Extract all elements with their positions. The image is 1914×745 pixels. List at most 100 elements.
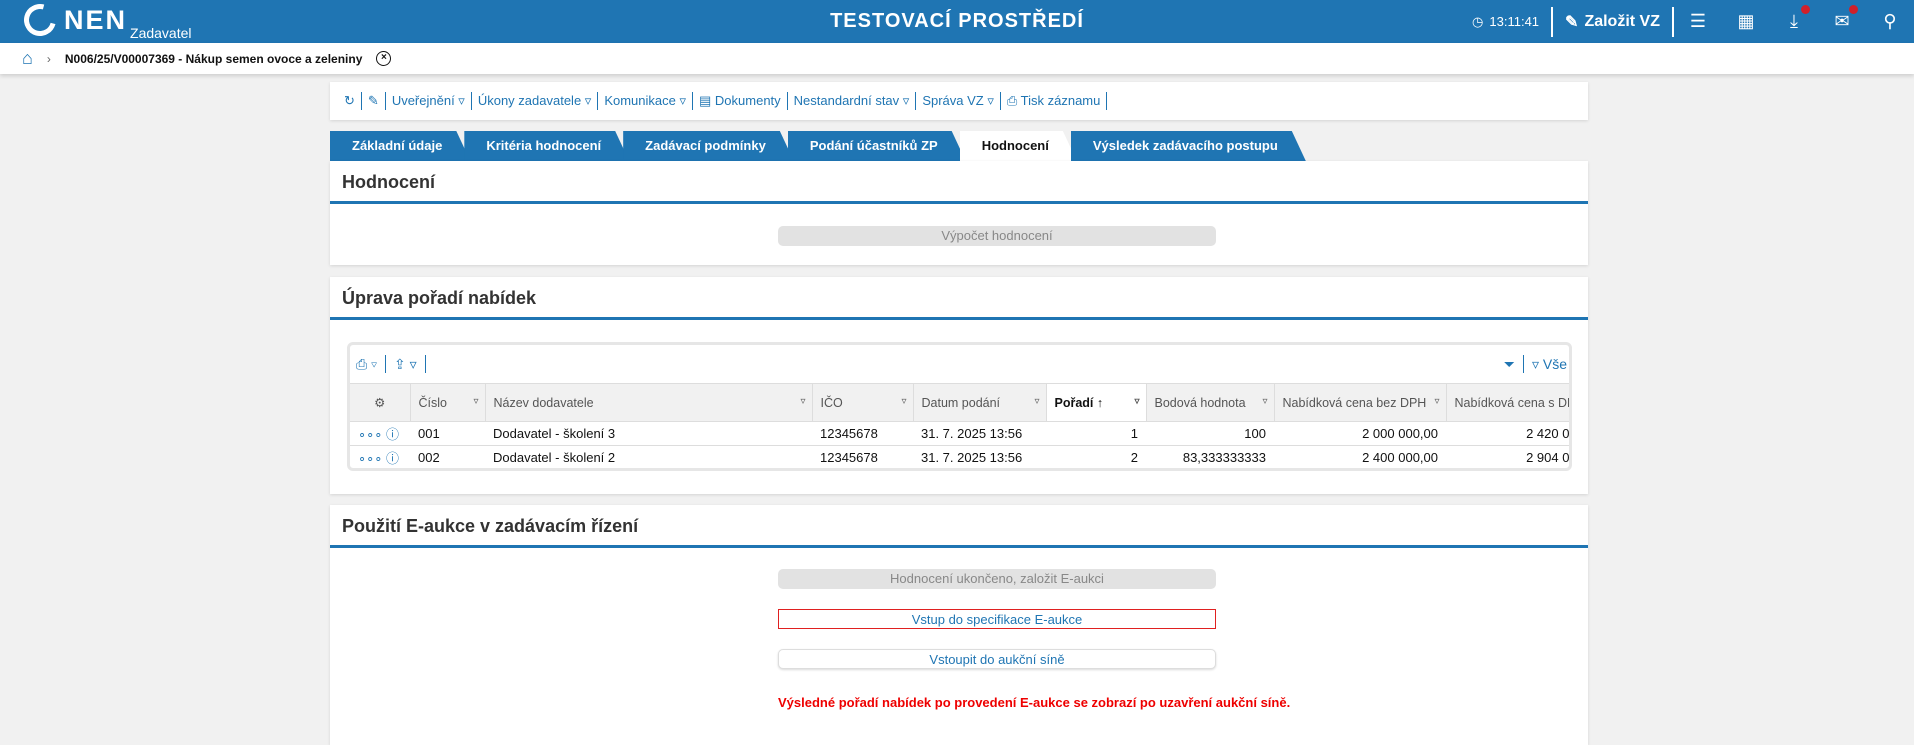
- top-header: NEN Zadavatel TESTOVACÍ PROSTŘEDÍ ◷ 13:11…: [0, 0, 1914, 43]
- filter-all-dropdown[interactable]: ▿ Vše: [1531, 355, 1567, 372]
- table-row[interactable]: ∘∘∘ ⓘ 002 Dodavatel - školení 2 12345678…: [350, 445, 1569, 468]
- info-icon[interactable]: ⓘ: [386, 427, 400, 442]
- export-icon[interactable]: ⇪ ▿: [393, 355, 417, 372]
- action-toolbar: ↻ ✎ Uveřejnění ▿ Úkony zadavatele ▿ Komu…: [330, 82, 1588, 120]
- section-title: Hodnocení: [330, 161, 1588, 204]
- column-settings-icon[interactable]: ⚙: [350, 383, 411, 422]
- eauction-section: Použití E-aukce v zadávacím řízení Hodno…: [330, 505, 1588, 745]
- table-row[interactable]: ∘∘∘ ⓘ 001 Dodavatel - školení 3 12345678…: [350, 421, 1569, 446]
- column-header[interactable]: Nabídková cena s DPH: [1446, 383, 1569, 422]
- toolbar-actions[interactable]: Úkony zadavatele ▿: [472, 92, 599, 110]
- download-icon[interactable]: ⤓: [1770, 5, 1818, 32]
- cell: 2 000 000,00: [1274, 421, 1446, 446]
- column-header[interactable]: IČO ▿: [812, 383, 914, 422]
- cell: 2 904 000,00: [1446, 445, 1569, 468]
- user-icon[interactable]: ⚲: [1883, 11, 1897, 31]
- toolbar-print[interactable]: ⎙ Tisk záznamu: [1001, 92, 1108, 110]
- notification-dot: [1801, 5, 1810, 14]
- cell: 2 420 000,00: [1446, 421, 1569, 446]
- tab-submissions[interactable]: Podání účastníků ZP: [788, 131, 966, 161]
- nen-logo[interactable]: NEN Zadavatel: [18, 0, 192, 42]
- create-vz-button[interactable]: ✎ Založit VZ: [1553, 12, 1672, 32]
- filter-all-label: Vše: [1542, 355, 1567, 372]
- filter-icon[interactable]: ⏷: [1503, 355, 1515, 372]
- cell: 100: [1146, 421, 1274, 446]
- refresh-icon[interactable]: ↻: [338, 92, 362, 110]
- tab-conditions[interactable]: Zadávací podmínky: [623, 131, 794, 161]
- eauction-spec-button[interactable]: Vstup do specifikace E-aukce: [778, 609, 1216, 629]
- chevron-right-icon: ›: [46, 51, 51, 66]
- column-header[interactable]: Číslo ▿: [410, 383, 486, 422]
- logo-subtitle: Zadavatel: [130, 25, 192, 41]
- divider: [384, 355, 386, 373]
- edit-icon: ✎: [1565, 13, 1579, 31]
- menu-icon[interactable]: ☰: [1689, 11, 1707, 31]
- divider: [1672, 6, 1674, 37]
- tab-criteria[interactable]: Kritéria hodnocení: [464, 131, 629, 161]
- logo-text: NEN: [64, 5, 128, 35]
- more-icon[interactable]: ∘∘∘: [358, 427, 383, 442]
- cell: 2 400 000,00: [1274, 445, 1446, 468]
- ranking-table: ⚙ Číslo ▿ Název dodavatele ▿ IČO ▿ Datum po…: [350, 383, 1569, 468]
- column-header[interactable]: Nabídková cena bez DPH ▿: [1274, 383, 1447, 422]
- toolbar-documents[interactable]: ▤ Dokumenty: [693, 92, 788, 110]
- print-icon[interactable]: ⎙ ▿: [356, 355, 377, 372]
- enter-auction-hall-button[interactable]: Vstoupit do aukční síně: [778, 649, 1216, 669]
- ranking-table-card: ⎙ ▿ ⇪ ▿ ⏷ ▿ Vše ⚙ Číslo ▿ Název dodavatele…: [347, 342, 1572, 471]
- section-title: Úprava pořadí nabídek: [330, 277, 1588, 320]
- cell: 12345678: [812, 421, 913, 446]
- ranking-section: Úprava pořadí nabídek ⎙ ▿ ⇪ ▿ ⏷ ▿ Vše ⚙ Č…: [330, 277, 1588, 494]
- cell: Dodavatel - školení 3: [485, 421, 812, 446]
- create-vz-label: Založit VZ: [1584, 12, 1660, 30]
- eauction-note: Výsledné pořadí nabídek po provedení E-a…: [778, 695, 1291, 710]
- more-icon[interactable]: ∘∘∘: [358, 451, 383, 466]
- toolbar-publish[interactable]: Uveřejnění ▿: [386, 92, 472, 110]
- column-header-sorted[interactable]: Pořadí ↑ ▿: [1046, 383, 1147, 422]
- clock-icon: ◷: [1472, 13, 1484, 29]
- toolbar-communication[interactable]: Komunikace ▿: [598, 92, 693, 110]
- cell: 1: [1046, 421, 1146, 446]
- cell: 83,333333333: [1146, 445, 1274, 468]
- toolbar-print-label: Tisk záznamu: [1020, 93, 1101, 108]
- tab-evaluation[interactable]: Hodnocení: [960, 131, 1077, 161]
- toolbar-manage[interactable]: Správa VZ ▿: [916, 92, 1001, 110]
- divider: [424, 355, 426, 373]
- cell: Dodavatel - školení 2: [485, 445, 812, 468]
- printer-icon: ⎙: [1006, 93, 1021, 108]
- tab-bar: Základní údaje Kritéria hodnocení Zadáva…: [330, 131, 1300, 161]
- environment-label: TESTOVACÍ PROSTŘEDÍ: [830, 10, 1084, 32]
- section-title: Použití E-aukce v zadávacím řízení: [330, 505, 1588, 548]
- mail-icon[interactable]: ✉: [1818, 5, 1866, 32]
- info-icon[interactable]: ⓘ: [386, 451, 400, 466]
- evaluation-section: Hodnocení Výpočet hodnocení: [330, 161, 1588, 265]
- column-header[interactable]: Datum podání ▿: [913, 383, 1047, 422]
- clock-time: 13:11:41: [1489, 14, 1540, 29]
- compute-evaluation-button[interactable]: Výpočet hodnocení: [778, 226, 1216, 246]
- close-icon[interactable]: ×: [376, 51, 392, 66]
- column-header[interactable]: Název dodavatele ▿: [485, 383, 813, 422]
- tab-basic[interactable]: Základní údaje: [330, 131, 470, 161]
- pencil-icon[interactable]: ✎: [362, 92, 386, 110]
- cell: 2: [1046, 445, 1146, 468]
- tab-result[interactable]: Výsledek zadávacího postupu: [1071, 131, 1306, 161]
- breadcrumb-title[interactable]: N006/25/V00007369 - Nákup semen ovoce a …: [64, 51, 363, 66]
- clipboard-icon: ▤: [699, 93, 715, 108]
- divider: [1551, 6, 1554, 37]
- home-icon[interactable]: ⌂: [22, 48, 33, 68]
- cell: 12345678: [812, 445, 913, 468]
- cell: 31. 7. 2025 13:56: [913, 421, 1046, 446]
- calendar-icon[interactable]: ▦: [1737, 11, 1755, 31]
- session-clock: ◷ 13:11:41: [1472, 14, 1551, 30]
- breadcrumb: ⌂ › N006/25/V00007369 - Nákup semen ovoc…: [0, 43, 1914, 74]
- column-header[interactable]: Bodová hodnota ▿: [1146, 383, 1275, 422]
- sort-asc-icon: ↑: [1096, 395, 1104, 410]
- cell: 002: [410, 445, 485, 468]
- create-eauction-button[interactable]: Hodnocení ukončeno, založit E-aukci: [778, 569, 1216, 589]
- divider: [1522, 355, 1524, 373]
- table-header-row: ⚙ Číslo ▿ Název dodavatele ▿ IČO ▿ Datum po…: [350, 383, 1569, 422]
- toolbar-documents-label: Dokumenty: [714, 93, 781, 108]
- notification-dot: [1849, 5, 1858, 14]
- toolbar-nonstandard[interactable]: Nestandardní stav ▿: [788, 92, 917, 110]
- cell: 31. 7. 2025 13:56: [913, 445, 1046, 468]
- cell: 001: [410, 421, 485, 446]
